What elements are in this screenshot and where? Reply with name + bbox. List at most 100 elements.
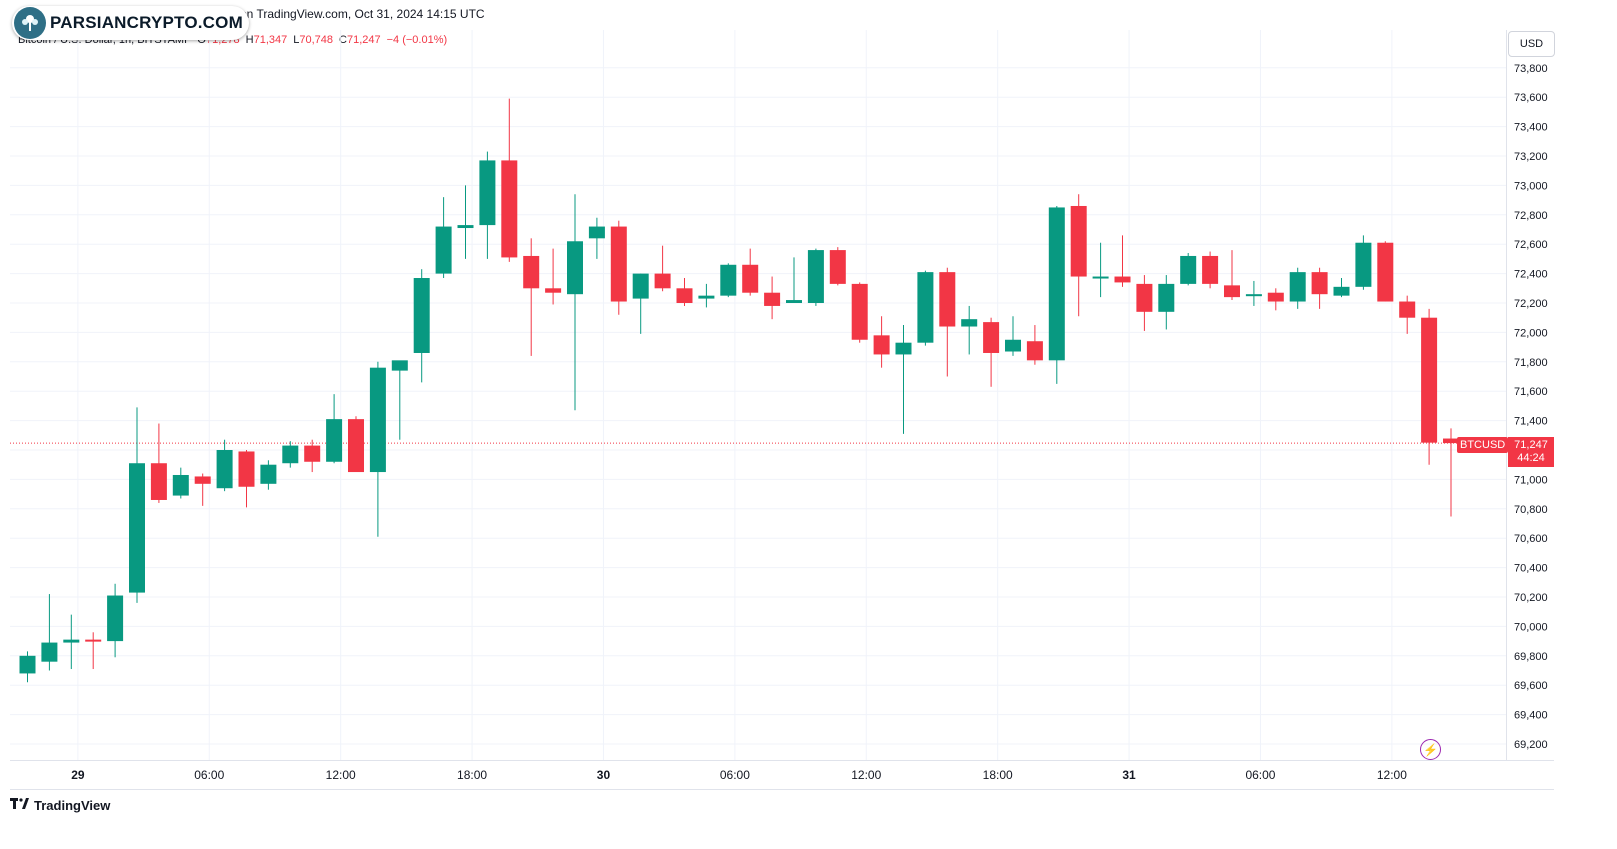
lightning-icon[interactable]: ⚡ [1420,739,1441,760]
candle[interactable] [1443,428,1459,517]
x-tick-label: 12:00 [851,768,881,782]
candle[interactable] [19,651,36,683]
candle[interactable] [1158,275,1175,330]
candle[interactable] [698,283,715,308]
candle-body [720,264,737,296]
candle-body [983,322,1000,353]
candle[interactable] [632,273,649,334]
candle-body [391,360,408,371]
candle[interactable] [238,450,255,508]
candle[interactable] [720,263,737,298]
candle[interactable] [172,467,189,499]
candle-body [786,300,802,303]
candle[interactable] [216,439,233,492]
x-tick-label: 12:00 [1377,768,1407,782]
candle[interactable] [1267,288,1284,311]
candle-body [369,367,386,473]
candle[interactable] [961,305,978,355]
candle[interactable] [129,407,145,603]
candle[interactable] [1355,235,1372,290]
change-value: −4 (−0.01%) [386,34,448,46]
candle[interactable] [1421,308,1438,465]
candlestick-chart[interactable]: 69,200 69,400 69,600 69,800 70,000 70,200 70,4… [0,0,1617,790]
y-tick-label: 70,800 [1514,504,1548,516]
candle[interactable] [654,245,671,292]
tradingview-brand[interactable]: TradingView [10,798,110,813]
y-tick-label: 71,600 [1514,386,1548,398]
candle[interactable] [41,594,58,671]
candle[interactable] [1092,242,1109,298]
candle[interactable] [1224,250,1240,301]
candle[interactable] [1311,267,1328,309]
candle[interactable] [260,460,277,490]
candle[interactable] [501,98,518,262]
candle[interactable] [304,439,321,473]
candle[interactable] [588,217,605,259]
bar-countdown: 44:24 [1517,452,1545,464]
candle[interactable] [1377,241,1394,302]
candle[interactable] [413,269,430,383]
x-tick-label: 12:00 [326,768,356,782]
candle[interactable] [1114,235,1131,287]
candle[interactable] [1333,278,1350,298]
candle-body [457,225,474,229]
logo-text: PARSIANCRYPTO.COM [50,13,243,32]
candle-body [1245,294,1262,297]
y-tick-label: 70,000 [1514,621,1548,633]
candle-body [413,278,430,353]
candle[interactable] [457,185,474,259]
candle-body [1289,272,1306,302]
currency-button[interactable]: USD [1508,31,1555,57]
candle[interactable] [851,282,868,343]
candle[interactable] [1070,194,1087,317]
candle[interactable] [1180,253,1197,286]
candle[interactable] [150,423,167,503]
candle-body [829,250,846,284]
candle[interactable] [939,267,956,377]
candle-body [1202,255,1219,284]
candle-body [150,463,167,500]
candle-body [435,226,452,274]
candle[interactable] [917,270,934,346]
candle[interactable] [786,257,802,303]
candle[interactable] [983,317,1000,387]
candle[interactable] [435,197,452,279]
candle[interactable] [1005,316,1021,356]
candle[interactable] [63,614,80,670]
candle[interactable] [1048,205,1065,384]
candle[interactable] [873,316,890,368]
candle[interactable] [545,248,562,305]
candle[interactable] [282,441,299,468]
candle[interactable] [194,473,211,506]
candle-body [1421,317,1438,443]
candle[interactable] [676,278,693,306]
open-label: O [197,34,206,46]
y-tick-label: 72,000 [1514,327,1548,339]
candle[interactable] [742,248,759,296]
candle[interactable] [610,220,627,315]
candle[interactable] [567,194,583,411]
y-tick-label: 72,600 [1514,239,1548,251]
candle[interactable] [479,151,496,259]
candle-body [326,419,343,462]
candle[interactable] [1026,325,1043,365]
candle[interactable] [1399,295,1416,334]
candle[interactable] [85,632,102,670]
candle[interactable] [895,325,912,434]
candle[interactable] [391,360,408,440]
candle[interactable] [807,248,824,306]
candle[interactable] [369,361,386,537]
candle-body [764,292,781,306]
candle[interactable] [829,247,846,286]
candle[interactable] [523,238,540,356]
candle[interactable] [1136,275,1153,331]
candle[interactable] [348,416,364,473]
header-bar: on TradingView.com, Oct 31, 2024 14:15 U… [0,0,1617,30]
candle[interactable] [107,583,124,658]
candle[interactable] [764,276,781,320]
candle[interactable] [326,394,343,464]
candle[interactable] [1245,280,1262,306]
y-tick-label: 70,600 [1514,533,1548,545]
candle[interactable] [1289,267,1306,309]
candle[interactable] [1202,251,1219,289]
